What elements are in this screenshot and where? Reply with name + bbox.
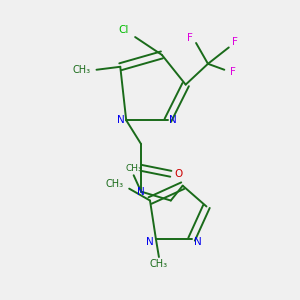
Text: CH₃: CH₃ [105,179,123,189]
Text: N: N [117,115,125,125]
Text: CH₃: CH₃ [150,260,168,269]
Text: N: N [169,115,177,125]
Text: F: F [187,33,193,43]
Text: N: N [146,237,154,247]
Text: O: O [174,169,182,179]
Text: N: N [194,237,201,247]
Text: F: F [232,37,238,47]
Text: CH₃: CH₃ [73,65,91,75]
Text: Cl: Cl [118,25,128,34]
Text: CH₃: CH₃ [125,164,142,173]
Text: F: F [230,67,236,77]
Text: N: N [137,187,145,196]
